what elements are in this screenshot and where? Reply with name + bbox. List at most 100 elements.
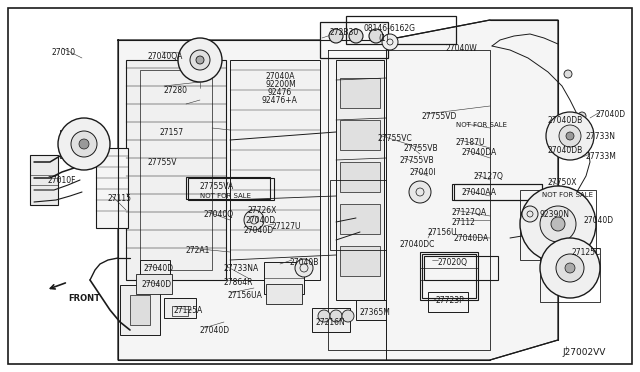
Bar (340, 120, 380, 150)
Text: 27040D: 27040D (144, 264, 174, 273)
Circle shape (295, 259, 313, 277)
Text: 27755VB: 27755VB (400, 156, 435, 165)
Bar (320, 22, 388, 58)
Bar (340, 204, 380, 234)
Text: 27157: 27157 (160, 128, 184, 137)
Text: 27040DC: 27040DC (400, 240, 435, 249)
Text: 27040Q: 27040Q (204, 210, 234, 219)
Text: FRONT: FRONT (68, 294, 100, 303)
Circle shape (330, 310, 342, 322)
Bar (336, 60, 384, 300)
Text: 27040AA: 27040AA (462, 188, 497, 197)
Text: 92476: 92476 (268, 88, 292, 97)
Bar (60, 130, 76, 158)
Bar (330, 180, 386, 250)
Circle shape (190, 50, 210, 70)
Bar (428, 292, 468, 312)
Circle shape (58, 118, 110, 170)
Text: 27040DA: 27040DA (454, 234, 489, 243)
Text: 27040D: 27040D (584, 216, 614, 225)
Bar (420, 252, 478, 300)
Polygon shape (118, 20, 558, 360)
Bar (30, 155, 58, 205)
Text: 27040DB: 27040DB (548, 116, 583, 125)
Text: 27112: 27112 (452, 218, 476, 227)
Text: NOT FOR SALE: NOT FOR SALE (456, 122, 507, 128)
Circle shape (540, 206, 576, 242)
Text: 272B30: 272B30 (330, 28, 359, 37)
Bar (140, 260, 170, 282)
Text: 27125C: 27125C (572, 248, 601, 257)
Circle shape (349, 29, 363, 43)
Text: 92390N: 92390N (540, 210, 570, 219)
Text: 27010: 27010 (52, 48, 76, 57)
Text: 27040D: 27040D (142, 280, 172, 289)
Text: 92476+A: 92476+A (262, 96, 298, 105)
Text: 27156U: 27156U (428, 228, 458, 237)
Text: 27040B: 27040B (290, 258, 319, 267)
Bar (186, 177, 270, 199)
Bar (540, 248, 600, 302)
Text: 27040I: 27040I (410, 168, 436, 177)
Bar (340, 78, 380, 108)
Text: 08146-6162G: 08146-6162G (363, 24, 415, 33)
Text: 27755VB: 27755VB (404, 144, 438, 153)
Bar (188, 178, 274, 200)
Text: NOT FOR SALE: NOT FOR SALE (542, 192, 593, 198)
Circle shape (329, 29, 343, 43)
Circle shape (409, 181, 431, 203)
Text: 27187U: 27187U (456, 138, 486, 147)
Bar (126, 60, 226, 280)
Text: 27040A: 27040A (266, 72, 296, 81)
Bar (356, 300, 386, 320)
Circle shape (566, 132, 574, 140)
Circle shape (564, 70, 572, 78)
Bar (422, 254, 476, 298)
Text: 27365M: 27365M (360, 308, 391, 317)
Text: 27020Q: 27020Q (438, 258, 468, 267)
Bar (312, 308, 350, 332)
Text: 27115: 27115 (108, 194, 132, 203)
Circle shape (369, 29, 383, 43)
Bar (424, 256, 498, 280)
Text: 27040D: 27040D (596, 110, 626, 119)
Text: 27040W: 27040W (446, 44, 477, 53)
Bar (340, 162, 380, 192)
Bar (264, 262, 304, 294)
Circle shape (196, 56, 204, 64)
Circle shape (551, 217, 565, 231)
Text: 27040D: 27040D (244, 226, 274, 235)
Text: 27040DB: 27040DB (548, 146, 583, 155)
Text: 27125A: 27125A (174, 306, 204, 315)
Circle shape (71, 131, 97, 157)
Text: 27755V: 27755V (148, 158, 177, 167)
Text: 27127QA: 27127QA (452, 208, 487, 217)
Text: 27864R: 27864R (224, 278, 253, 287)
Circle shape (342, 310, 354, 322)
Circle shape (522, 206, 538, 222)
Text: 27733N: 27733N (586, 132, 616, 141)
Text: (1): (1) (378, 34, 388, 43)
Text: NOT FOR SALE: NOT FOR SALE (200, 193, 251, 199)
Bar (172, 306, 188, 316)
Text: 27040D: 27040D (200, 326, 230, 335)
Text: 27733NA: 27733NA (224, 264, 259, 273)
Circle shape (559, 125, 581, 147)
Bar (140, 70, 212, 270)
Bar (120, 285, 160, 335)
Bar (230, 60, 320, 280)
Text: 27726X: 27726X (248, 206, 277, 215)
Text: 27755VA: 27755VA (200, 182, 234, 191)
Circle shape (178, 38, 222, 82)
Circle shape (540, 238, 600, 298)
Bar (130, 295, 150, 325)
Bar (346, 16, 456, 44)
Circle shape (79, 139, 89, 149)
Text: 27755VD: 27755VD (422, 112, 458, 121)
Text: 27156UA: 27156UA (228, 291, 263, 300)
Bar (266, 284, 302, 304)
Text: 27040DA: 27040DA (462, 148, 497, 157)
Bar (96, 148, 128, 228)
Text: 27216N: 27216N (316, 318, 346, 327)
Text: 27040D: 27040D (246, 216, 276, 225)
